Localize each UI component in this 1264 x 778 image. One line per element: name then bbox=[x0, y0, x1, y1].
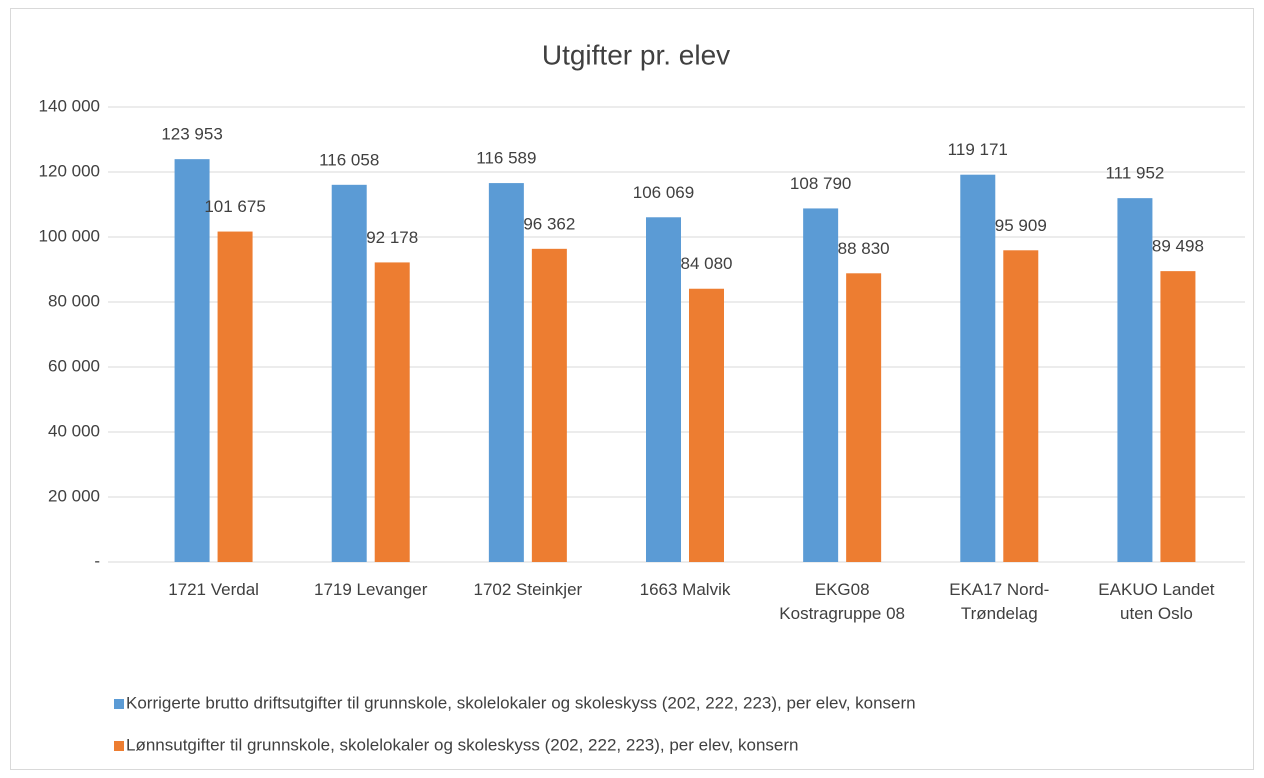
bar bbox=[331, 184, 367, 562]
chart-title: Utgifter pr. elev bbox=[542, 39, 730, 70]
data-label: 111 952 bbox=[1105, 164, 1164, 183]
bar bbox=[174, 159, 210, 562]
data-label: 101 675 bbox=[204, 197, 265, 216]
bar bbox=[1117, 198, 1153, 562]
data-label: 84 080 bbox=[681, 254, 733, 273]
bar bbox=[1003, 250, 1039, 562]
y-tick-label: 60 000 bbox=[48, 356, 100, 375]
data-label: 89 498 bbox=[1152, 237, 1204, 256]
legend-label: Lønnsutgifter til grunnskole, skolelokal… bbox=[126, 735, 798, 754]
x-tick-label: EKA17 Nord-Trøndelag bbox=[949, 580, 1050, 623]
y-tick-label: 80 000 bbox=[48, 291, 100, 310]
y-tick-label: 40 000 bbox=[48, 421, 100, 440]
x-tick-label: 1721 Verdal bbox=[168, 580, 259, 599]
x-tick-label: 1663 Malvik bbox=[639, 580, 731, 599]
bar bbox=[646, 217, 681, 562]
data-label: 96 362 bbox=[523, 214, 575, 233]
bar bbox=[1160, 271, 1196, 562]
x-tick-label: EAKUO Landet uten Oslo bbox=[1098, 580, 1215, 623]
bar bbox=[689, 288, 724, 562]
x-tick-label: 1719 Levanger bbox=[313, 580, 428, 599]
bar bbox=[531, 248, 567, 563]
data-label: 108 790 bbox=[790, 174, 851, 193]
data-label: 116 058 bbox=[319, 150, 379, 169]
data-label: 119 171 bbox=[948, 140, 1008, 159]
data-label: 106 069 bbox=[633, 183, 694, 202]
data-label: 123 953 bbox=[161, 125, 222, 144]
y-tick-label: 120 000 bbox=[39, 161, 100, 180]
x-tick-label: 1702 Steinkjer bbox=[473, 580, 583, 599]
y-tick-label: 100 000 bbox=[39, 226, 100, 245]
bar bbox=[960, 174, 996, 562]
data-label: 116 589 bbox=[476, 149, 536, 168]
y-tick-label: - bbox=[94, 551, 100, 570]
legend-swatch bbox=[114, 741, 124, 751]
data-label: 95 909 bbox=[995, 216, 1047, 235]
bar bbox=[217, 231, 253, 562]
bar bbox=[488, 183, 524, 562]
y-tick-label: 20 000 bbox=[48, 486, 100, 505]
bar bbox=[803, 208, 839, 562]
legend-swatch bbox=[114, 699, 124, 709]
y-tick-label: 140 000 bbox=[39, 96, 100, 115]
bar bbox=[374, 262, 410, 562]
bar bbox=[846, 273, 882, 562]
data-label: 88 830 bbox=[838, 239, 890, 258]
data-label: 92 178 bbox=[366, 228, 418, 247]
x-tick-label: EKG08 Kostragruppe 08 bbox=[779, 580, 905, 623]
legend-label: Korrigerte brutto driftsutgifter til gru… bbox=[126, 693, 916, 712]
